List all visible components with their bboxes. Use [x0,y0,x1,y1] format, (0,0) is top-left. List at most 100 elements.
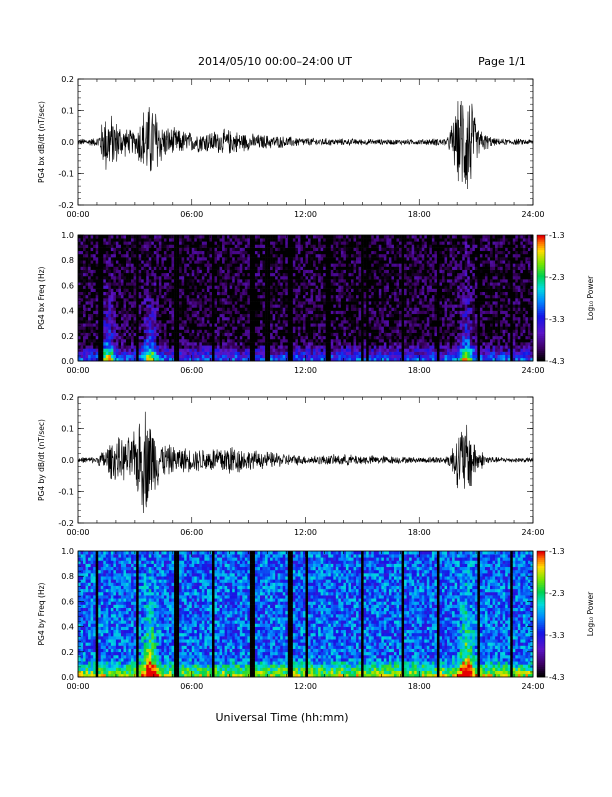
spectrogram-cell [96,336,99,339]
spectrogram-cell [151,257,154,260]
spectrogram-cell [146,330,149,333]
spectrogram-cell [328,320,331,323]
spectrogram-cell [346,333,349,336]
spectrogram-cell [260,323,263,326]
spectrogram-cell [326,244,329,247]
spectrogram-cell [308,263,311,266]
spectrogram-cell [129,295,132,298]
spectrogram-cell [361,263,364,266]
spectrogram-cell [351,311,354,314]
spectrogram-cell [356,263,359,266]
spectrogram-cell [172,263,175,266]
spectrogram-cell [306,339,309,342]
spectrogram-cell [113,285,116,288]
spectrogram-cell [144,273,147,276]
spectrogram-cell [194,270,197,273]
spectrogram-cell [270,295,273,298]
spectrogram-cell [209,301,212,304]
spectrogram-cell [217,298,220,301]
spectrogram-cell [207,339,210,342]
spectrogram-cell [354,307,357,310]
spectrogram-cell [91,260,94,263]
spectrogram-cell [278,235,281,238]
spectrogram-cell [381,355,384,358]
spectrogram-cell [298,263,301,266]
spectrogram-cell [174,276,177,279]
spectrogram-cell [101,289,104,292]
spectrogram-cell [227,307,230,310]
spectrogram-cell [91,339,94,342]
spectrogram-cell [169,279,172,282]
spectrogram-cell [172,348,175,351]
spectrogram-cell [136,235,139,238]
spectrogram-cell [187,279,190,282]
spectrogram-cell [154,304,157,307]
spectrogram-cell [220,254,223,257]
spectrogram-cell [159,339,162,342]
spectrogram-cell [98,267,101,270]
spectrogram-cell [101,254,104,257]
spectrogram-cell [354,282,357,285]
spectrogram-cell [146,314,149,317]
spectrogram-cell [103,352,106,355]
spectrogram-cell [374,238,377,241]
spectrogram-cell [212,314,215,317]
spectrogram-cell [187,285,190,288]
spectrogram-cell [182,295,185,298]
spectrogram-cell [316,276,319,279]
spectrogram-cell [116,336,119,339]
spectrogram-cell [93,320,96,323]
spectrogram-cell [154,254,157,257]
spectrogram-cell [184,238,187,241]
spectrogram-cell [384,251,387,254]
spectrogram-cell [86,263,89,266]
spectrogram-cell [361,260,364,263]
spectrogram-cell [361,304,364,307]
spectrogram-cell [288,304,291,307]
spectrogram-cell [121,320,124,323]
spectrogram-cell [156,257,159,260]
spectrogram-cell [308,330,311,333]
spectrogram-cell [306,314,309,317]
spectrogram-cell [300,251,303,254]
spectrogram-cell [247,317,250,320]
spectrogram-cell [78,260,81,263]
spectrogram-cell [290,295,293,298]
spectrogram-cell [212,355,215,358]
spectrogram-cell [96,270,99,273]
spectrogram-cell [333,326,336,329]
spectrogram-cell [240,314,243,317]
spectrogram-cell [146,342,149,345]
spectrogram-cell [338,314,341,317]
spectrogram-cell [263,282,266,285]
spectrogram-cell [93,352,96,355]
spectrogram-cell [98,352,101,355]
spectrogram-cell [207,260,210,263]
spectrogram-cell [212,260,215,263]
spectrogram-cell [129,263,132,266]
spectrogram-cell [354,317,357,320]
spectrogram-cell [164,333,167,336]
spectrogram-cell [278,273,281,276]
spectrogram-cell [268,339,271,342]
spectrogram-cell [106,301,109,304]
spectrogram-cell [351,241,354,244]
spectrogram-cell [290,241,293,244]
spectrogram-cell [257,276,260,279]
spectrogram-cell [230,304,233,307]
spectrogram-cell [220,320,223,323]
spectrogram-cell [371,317,374,320]
spectrogram-cell [275,257,278,260]
spectrogram-cell [86,323,89,326]
spectrogram-cell [298,317,301,320]
spectrogram-cell [343,323,346,326]
spectrogram-cell [237,270,240,273]
spectrogram-cell [278,260,281,263]
spectrogram-cell [328,298,331,301]
spectrogram-cell [300,320,303,323]
spectrogram-cell [134,292,137,295]
spectrogram-cell [328,307,331,310]
spectrogram-cell [144,333,147,336]
spectrogram-cell [374,311,377,314]
spectrogram-cell [118,292,121,295]
